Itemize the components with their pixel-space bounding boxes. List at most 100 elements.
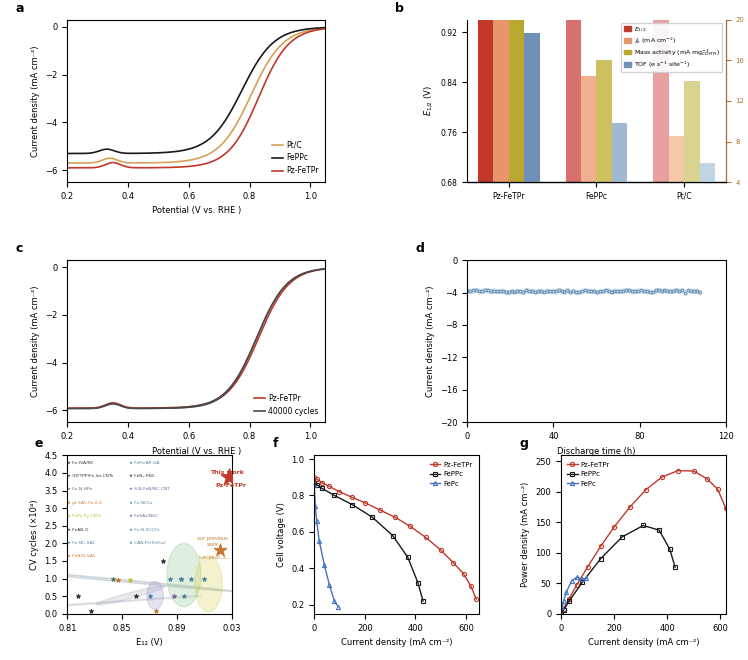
Point xyxy=(185,574,197,584)
X-axis label: Current density (mA cm⁻²): Current density (mA cm⁻²) xyxy=(340,638,453,647)
Pz-FeTPr xyxy=(583,563,592,571)
Bar xyxy=(612,123,628,182)
Bar xyxy=(509,0,524,182)
Ellipse shape xyxy=(0,596,201,612)
FePPc xyxy=(312,480,321,488)
Y-axis label: Current density (mA cm⁻²): Current density (mA cm⁻²) xyxy=(426,286,435,397)
Text: c: c xyxy=(16,242,23,255)
Pz-FeTPr xyxy=(560,605,568,612)
Pt/C xyxy=(249,86,258,94)
Point xyxy=(214,545,226,556)
Pz-FeTPr xyxy=(310,473,319,481)
Point xyxy=(178,591,190,601)
FePPc xyxy=(147,149,156,157)
FePPc xyxy=(321,24,330,32)
Pz-FeTPr xyxy=(225,386,234,394)
Y-axis label: Current density (mA cm⁻²): Current density (mA cm⁻²) xyxy=(31,286,40,397)
Pz-FeTPr xyxy=(361,499,370,507)
Point xyxy=(124,575,136,585)
Pz-FeTPr xyxy=(689,467,698,475)
Pz-FeTPr xyxy=(165,404,174,412)
Bar xyxy=(669,137,684,182)
FePc xyxy=(315,537,324,545)
Pz-FeTPr xyxy=(625,503,634,511)
Pz-FeTPr xyxy=(147,164,156,172)
40000 cycles xyxy=(251,338,260,346)
FePPc xyxy=(596,554,605,562)
Bar xyxy=(581,76,596,182)
FePPc xyxy=(639,521,648,529)
X-axis label: Current density (mA cm⁻²): Current density (mA cm⁻²) xyxy=(587,638,699,647)
Pz-FeTPr xyxy=(321,265,330,273)
Pz-FeTPr xyxy=(673,467,682,475)
FePPc xyxy=(317,484,326,492)
Text: FePc-βNaO₄-K₂...: FePc-βNaO₄-K₂... xyxy=(199,556,232,560)
Pt/C xyxy=(251,82,260,90)
Pt/C xyxy=(225,131,234,139)
Ellipse shape xyxy=(147,581,163,610)
Ellipse shape xyxy=(167,543,201,607)
FePPc xyxy=(565,597,574,605)
Bar xyxy=(478,0,493,182)
Pz-FeTPr xyxy=(713,485,722,493)
X-axis label: Discharge time (h): Discharge time (h) xyxy=(557,447,636,455)
Ellipse shape xyxy=(96,586,165,605)
FePc xyxy=(334,603,343,610)
Text: ★ pf SAC-Fe-0.2: ★ pf SAC-Fe-0.2 xyxy=(67,501,102,505)
Text: ★ (DFTPP)Fe-Im-CNTs: ★ (DFTPP)Fe-Im-CNTs xyxy=(67,474,114,478)
X-axis label: Potential (V vs. RHE ): Potential (V vs. RHE ) xyxy=(152,207,241,215)
Pz-FeTPr xyxy=(251,343,260,350)
Point xyxy=(112,575,124,585)
Point xyxy=(150,606,162,616)
Text: a: a xyxy=(16,2,24,15)
Pz-FeTPr xyxy=(657,473,666,481)
Text: ★ FeSAs/NSC: ★ FeSAs/NSC xyxy=(129,514,158,518)
Pz-FeTPr xyxy=(147,404,156,412)
Text: ★ Fe-ISA/NC: ★ Fe-ISA/NC xyxy=(67,461,94,465)
Line: Pz-FeTPr: Pz-FeTPr xyxy=(67,28,325,168)
Pz-FeTPr xyxy=(459,570,468,578)
Point xyxy=(85,606,96,616)
Pz-FeTPr xyxy=(335,488,344,496)
Pz-FeTPr xyxy=(321,24,330,32)
Y-axis label: Current density (mA cm⁻²): Current density (mA cm⁻²) xyxy=(31,46,40,156)
FePc xyxy=(557,610,565,618)
Point xyxy=(157,556,169,566)
Bar xyxy=(684,81,699,182)
Text: ★ FeN₂-PNC: ★ FeN₂-PNC xyxy=(129,474,155,478)
Point xyxy=(164,574,176,584)
Pz-FeTPr xyxy=(63,404,72,412)
FePPc xyxy=(403,553,412,561)
Pz-FeTPr xyxy=(348,493,357,501)
Pz-FeTPr xyxy=(565,595,574,603)
Text: e: e xyxy=(34,438,43,451)
Point xyxy=(223,471,235,482)
Pz-FeTPr xyxy=(94,163,103,171)
Pz-FeTPr xyxy=(94,403,103,411)
Point xyxy=(144,591,156,601)
FePPc xyxy=(225,110,234,117)
Pz-FeTPr xyxy=(421,533,430,541)
Pz-FeTPr xyxy=(557,610,565,618)
FePPc xyxy=(654,526,663,534)
FePc xyxy=(320,561,329,569)
Bar xyxy=(653,0,669,182)
Y-axis label: CV cycles (×10⁴): CV cycles (×10⁴) xyxy=(30,499,39,570)
40000 cycles xyxy=(249,341,258,348)
Line: FePc: FePc xyxy=(559,575,588,616)
Bar xyxy=(699,163,715,182)
Legend: Pz-FeTPr, 40000 cycles: Pz-FeTPr, 40000 cycles xyxy=(251,391,322,418)
Text: d: d xyxy=(416,242,425,255)
Pt/C xyxy=(63,159,72,167)
40000 cycles xyxy=(94,404,103,412)
FePPc xyxy=(671,564,680,572)
Pz-FeTPr xyxy=(249,345,258,353)
Bar xyxy=(565,0,581,182)
Y-axis label: Power density (mA cm⁻²): Power density (mA cm⁻²) xyxy=(521,482,530,587)
Bar xyxy=(493,0,509,182)
Pz-FeTPr xyxy=(251,102,260,110)
Line: Pz-FeTPr: Pz-FeTPr xyxy=(559,469,733,616)
FePPc xyxy=(618,533,627,541)
Legend: Pz-FeTPr, FePPc, FePc: Pz-FeTPr, FePPc, FePc xyxy=(565,459,613,489)
FePPc xyxy=(577,578,586,586)
